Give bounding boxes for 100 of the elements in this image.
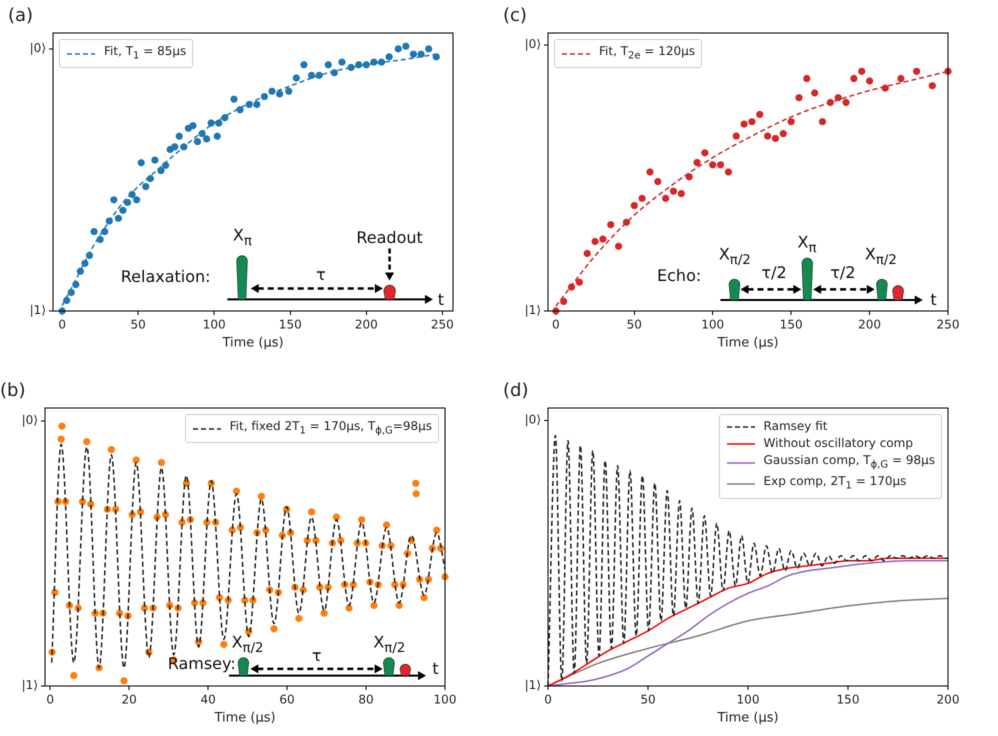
- x-tick-label: 40: [200, 692, 216, 706]
- point: [638, 194, 646, 202]
- point: [662, 194, 670, 202]
- legend-label: Ramsey fit: [764, 418, 828, 435]
- point: [732, 132, 740, 140]
- annotation: X$_{π}$: [797, 232, 816, 256]
- point: [866, 77, 874, 85]
- point: [756, 110, 764, 118]
- x-tick-label: 250: [936, 317, 960, 332]
- point: [788, 118, 795, 126]
- x-tick-label: 80: [358, 692, 374, 706]
- point: [614, 242, 622, 250]
- point: [560, 298, 568, 306]
- point: [686, 173, 693, 180]
- legend-label: Fit, T$_{1}$ = 85μs: [104, 43, 186, 64]
- point: [780, 130, 787, 138]
- x-tick-label: 100: [202, 317, 226, 332]
- point: [858, 68, 866, 75]
- x-tick-label: 150: [278, 317, 302, 332]
- text: |0⟩: [524, 37, 541, 52]
- annotation: X$_{π/2}$: [232, 632, 264, 656]
- chart-title: (c): [503, 5, 527, 26]
- point: [724, 168, 732, 176]
- annotation: Echo:: [657, 266, 702, 286]
- point: [842, 98, 850, 106]
- text: |1⟩: [22, 678, 38, 692]
- annotation: t: [432, 659, 439, 678]
- point: [646, 168, 654, 176]
- point: [928, 82, 936, 90]
- x-tick-label: 200: [354, 317, 378, 332]
- x-tick-label: 0: [46, 692, 54, 706]
- point: [740, 120, 748, 128]
- x-tick-label: 50: [626, 317, 642, 332]
- point: [678, 190, 685, 198]
- point: [850, 74, 858, 82]
- legend-label: Fit, fixed 2T$_{1}$ = 170μs, T$_{ϕ,G}$=98μs: [230, 418, 432, 438]
- annotation: τ: [316, 265, 326, 284]
- annotation: τ/2: [761, 262, 787, 282]
- text: |0⟩: [524, 412, 541, 427]
- point: [748, 118, 756, 126]
- x-tick-label: 0: [58, 317, 66, 332]
- legend-label: Without oscillatory comp: [764, 435, 913, 452]
- x-tick-label: 100: [736, 692, 760, 706]
- text: |1⟩: [30, 303, 46, 318]
- x-tick-label: 0: [544, 692, 552, 706]
- point: [654, 178, 662, 186]
- point: [576, 278, 583, 286]
- x-tick-label: 150: [836, 692, 860, 706]
- annotation: Ramsey:: [168, 654, 236, 674]
- x-tick-label: 150: [780, 317, 803, 332]
- x-tick-label: 60: [279, 692, 295, 706]
- chart-title: (a): [8, 5, 34, 26]
- x-tick-label: 200: [858, 317, 882, 332]
- point: [764, 132, 772, 140]
- chart-title: (d): [503, 380, 528, 401]
- annotation: X$_{π/2}$: [373, 632, 406, 656]
- point: [897, 74, 905, 82]
- legend-label: Fit, T$_{2e}$ = 120μs: [599, 43, 696, 64]
- annotation: X$_{π/2}$: [718, 244, 751, 268]
- annotation: τ: [312, 646, 322, 666]
- x-tick-label: 100: [701, 317, 724, 332]
- x-tick-label: 250: [430, 317, 454, 332]
- point: [709, 161, 716, 168]
- x-tick-label: 20: [121, 692, 137, 706]
- legend-label: Gaussian comp, T$_{ϕ,G}$ = 98μs: [764, 452, 935, 472]
- text: |1⟩: [524, 678, 541, 692]
- point: [607, 221, 614, 228]
- x-tick-label: 200: [936, 692, 960, 706]
- point: [803, 74, 810, 82]
- x-axis-title: Time (μs): [213, 710, 276, 726]
- x-tick-label: 50: [640, 692, 656, 706]
- point: [818, 118, 826, 126]
- point: [772, 134, 780, 142]
- text: |0⟩: [22, 413, 38, 428]
- annotation: X$_{π}$: [232, 226, 252, 249]
- point: [716, 161, 724, 168]
- annotation: Readout: [356, 228, 423, 247]
- x-axis-title: Time (μs): [221, 336, 284, 351]
- point: [670, 188, 678, 195]
- legend-label: Exp comp, 2T$_{1}$ = 170μs: [764, 473, 906, 494]
- annotation: t: [438, 290, 444, 310]
- annotation: t: [930, 290, 937, 309]
- x-axis-title: Time (μs): [716, 336, 779, 351]
- x-tick-label: 100: [434, 692, 456, 706]
- x-axis-title: Time (μs): [716, 710, 779, 726]
- point: [811, 89, 818, 97]
- point: [630, 202, 638, 210]
- x-tick-label: 50: [130, 317, 146, 332]
- point: [591, 238, 599, 246]
- x-tick-label: 0: [552, 317, 560, 332]
- annotation: Relaxation:: [120, 267, 211, 286]
- chart-title: (b): [0, 380, 26, 401]
- point: [913, 68, 920, 75]
- point: [599, 236, 606, 243]
- annotation: τ/2: [830, 262, 856, 282]
- text: |1⟩: [524, 303, 541, 318]
- annotation: X$_{π/2}$: [864, 244, 897, 268]
- text: |0⟩: [30, 41, 46, 56]
- point: [584, 250, 591, 258]
- point: [795, 94, 803, 102]
